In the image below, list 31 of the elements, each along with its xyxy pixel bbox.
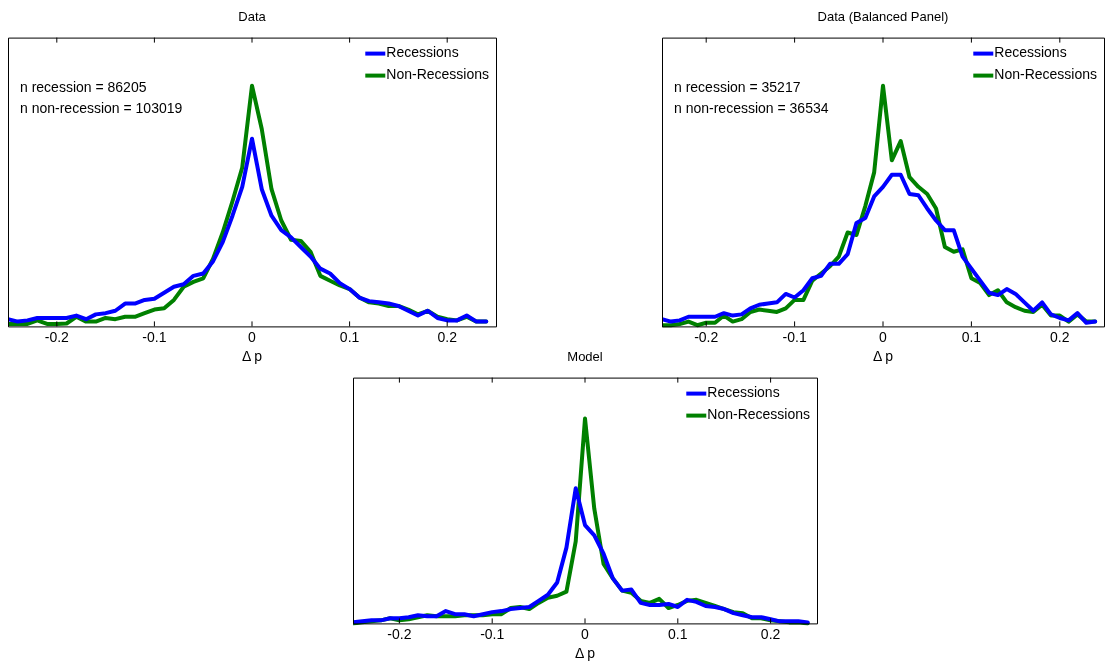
chart-title: Data xyxy=(238,9,267,25)
legend-label: Non-Recessions xyxy=(994,66,1098,83)
x-tick-label: -0.2 xyxy=(694,328,719,345)
legend-label: Recessions xyxy=(994,44,1067,61)
legend-label: Non-Recessions xyxy=(386,66,490,83)
x-axis-title: Δ p xyxy=(241,348,263,365)
x-tick-label: 0.2 xyxy=(1050,328,1070,345)
x-tick-label: 0.2 xyxy=(760,625,781,642)
x-tick-label: 0.1 xyxy=(961,328,982,345)
legend-label: Non-Recessions xyxy=(707,406,811,423)
chart-title: Data (Balanced Panel) xyxy=(817,9,949,25)
x-tick-label: 0 xyxy=(879,328,888,345)
annotation: n non-recession = 36534 xyxy=(674,100,829,117)
x-tick-label: 0.2 xyxy=(437,328,458,345)
x-tick-label: 0 xyxy=(248,328,257,345)
x-tick-label: -0.1 xyxy=(480,625,505,642)
x-tick-label: 0.1 xyxy=(339,328,360,345)
x-axis-title: Δ p xyxy=(872,348,894,365)
x-tick-label: 0.1 xyxy=(668,625,688,642)
x-axis-title: Δ p xyxy=(574,645,596,662)
legend-label: Recessions xyxy=(707,384,780,401)
annotation: n non-recession = 103019 xyxy=(20,100,183,117)
annotation: n recession = 35217 xyxy=(674,79,801,96)
x-tick-label: -0.1 xyxy=(782,328,807,345)
x-tick-label: -0.1 xyxy=(142,328,167,345)
x-tick-label: 0 xyxy=(581,625,590,642)
x-tick-label: -0.2 xyxy=(44,328,70,345)
legend-label: Recessions xyxy=(386,44,459,61)
chart-title: Model xyxy=(567,349,603,365)
x-tick-label: -0.2 xyxy=(387,625,412,642)
annotation: n recession = 86205 xyxy=(20,79,147,96)
